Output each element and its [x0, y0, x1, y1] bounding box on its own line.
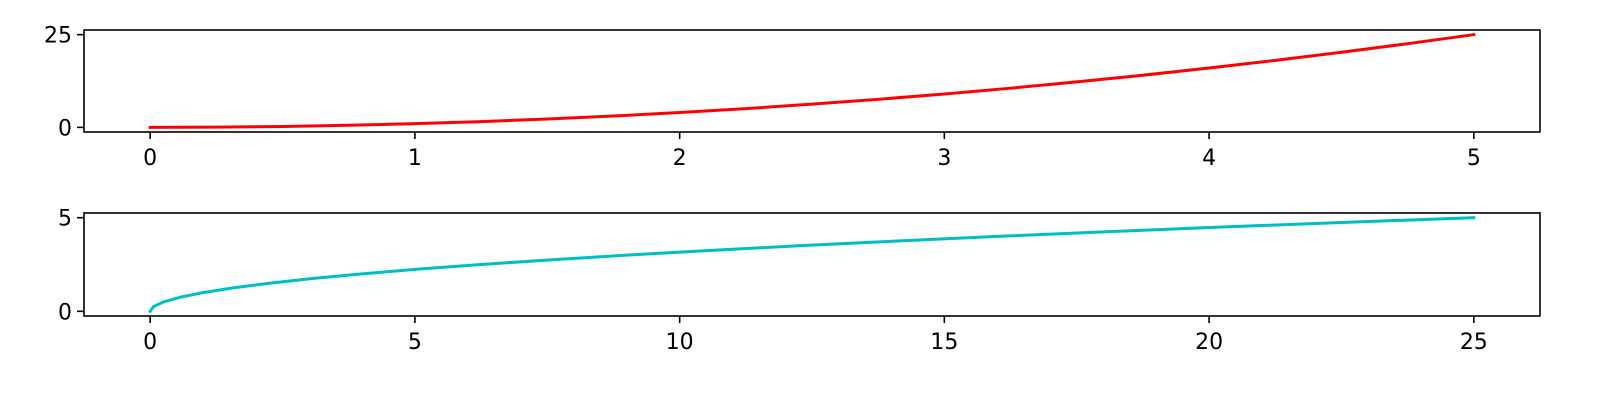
chart-bottom-y-tick-label-0: 0 — [58, 300, 72, 325]
chart-bottom-x-tick-label-3: 15 — [930, 330, 958, 355]
chart-top-x-tick-label-5: 5 — [1467, 146, 1481, 171]
chart-top-y-tick-label-0: 0 — [58, 116, 72, 141]
chart-top-x-tick-label-3: 3 — [937, 146, 951, 171]
chart-top-x-tick-label-4: 4 — [1202, 146, 1216, 171]
chart-top-x-tick-label-0: 0 — [143, 146, 157, 171]
chart-top-x-tick-label-1: 1 — [408, 146, 422, 171]
chart-bottom-x-tick-label-2: 10 — [666, 330, 694, 355]
chart-top-series-line-0 — [148, 32, 1476, 129]
chart-top-axes-frame — [83, 29, 1541, 133]
chart-top-y-tick-label-1: 25 — [44, 24, 72, 49]
chart-bottom-x-tick-label-0: 0 — [143, 330, 157, 355]
chart-bottom-series-line-0 — [148, 216, 1476, 314]
chart-bottom-x-tick-label-4: 20 — [1195, 330, 1223, 355]
chart-bottom-x-tick-label-1: 5 — [408, 330, 422, 355]
chart-bottom-x-tick-label-5: 25 — [1460, 330, 1488, 355]
chart-top-x-tick-label-2: 2 — [673, 146, 687, 171]
chart-bottom-axes-frame — [83, 212, 1541, 317]
chart-bottom-subplot: 0 5 10 15 20 25 0 5 — [58, 207, 1541, 355]
chart-bottom-y-tick-label-1: 5 — [58, 207, 72, 232]
chart-top-subplot: 0 1 2 3 4 5 0 25 — [44, 24, 1541, 171]
